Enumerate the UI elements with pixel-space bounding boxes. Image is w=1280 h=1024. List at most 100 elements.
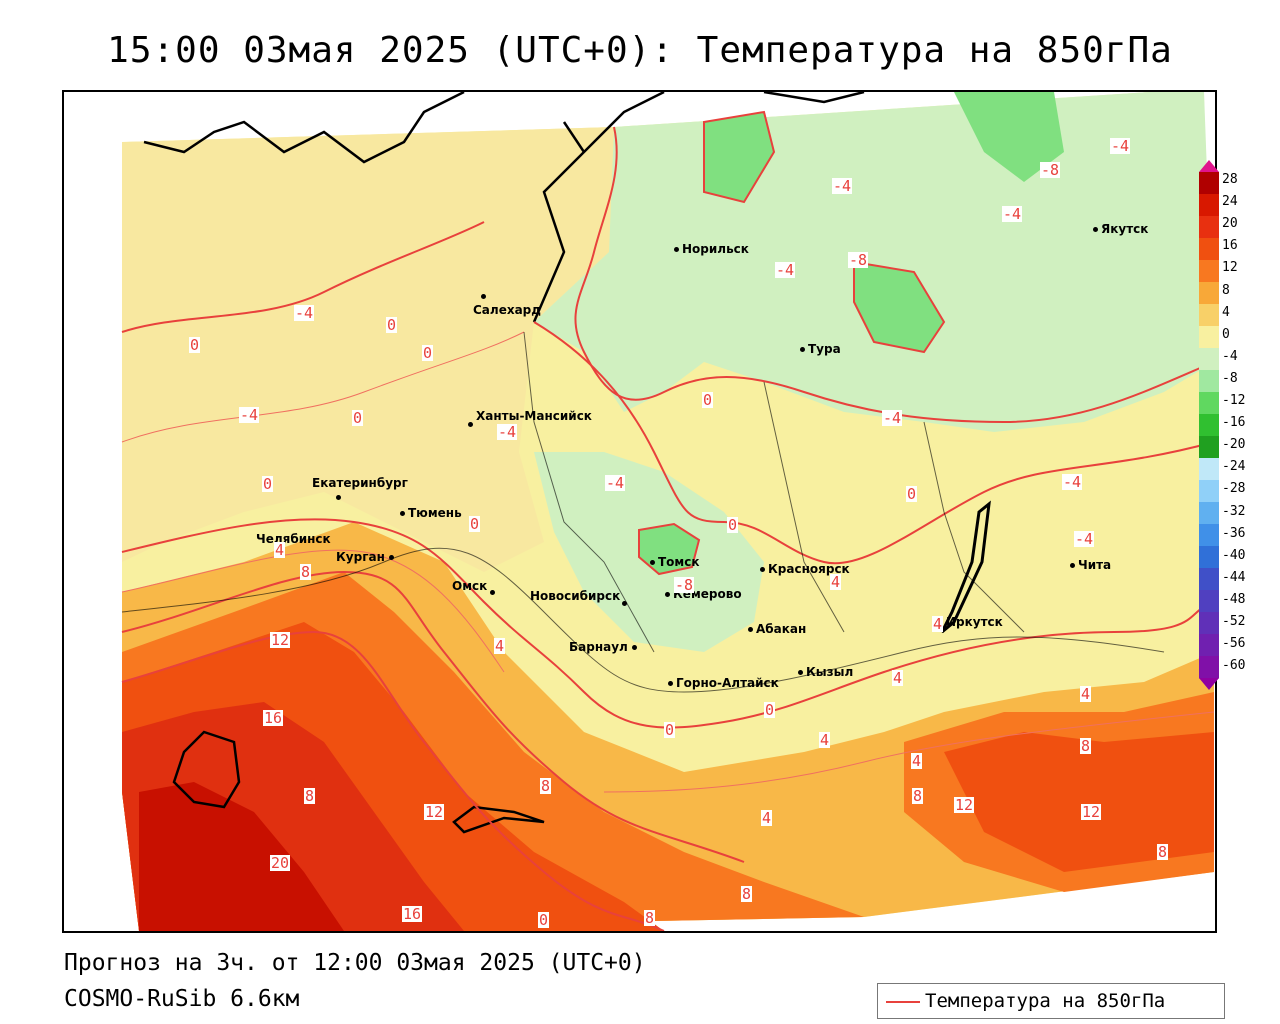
isotherm-label: 0 [189,336,201,354]
coastline-caspian [172,730,241,809]
legend-label: Температура на 850гПа [925,990,1166,1012]
isotherm-label: 0 [352,409,364,427]
isotherm-label: 0 [538,911,550,929]
colorbar-segment [1199,238,1219,261]
city-krasnoyarsk: Красноярск [760,562,850,576]
colorbar-segment [1199,634,1219,657]
isotherm-label: 0 [906,485,918,503]
isotherm-label: 8 [741,885,753,903]
colorbar-segment [1199,546,1219,569]
isotherm-label: -4 [775,261,796,279]
colorbar-segment [1199,656,1219,679]
colorbar-segment [1199,348,1219,371]
chart-title: 15:00 03мая 2025 (UTC+0): Температура на… [107,30,1173,71]
border-3 [763,381,845,633]
colorbar [1199,160,1219,690]
zone-cold-2 [954,92,1064,182]
city-irkutsk: Иркутск [938,615,1003,629]
isotherm-label: -4 [1110,137,1131,155]
map-field [121,92,1215,931]
isotherm-label: -4 [239,406,260,424]
isotherm-plus4 [121,518,1215,729]
city-kyzyl: Кызыл [798,665,853,679]
isotherm-minus4 [574,126,1215,424]
forecast-info: Прогноз на 3ч. от 12:00 03мая 2025 (UTC+… [64,950,646,976]
city-abakan: Абакан [748,622,806,636]
border-1 [121,547,1165,693]
isotherm-0 [121,221,1215,565]
isotherm-label: 4 [1080,685,1092,703]
legend-line-swatch [886,1001,920,1003]
isotherm-label: -4 [1074,530,1095,548]
isotherm-label: 0 [702,391,714,409]
colorbar-segment [1199,612,1219,635]
colorbar-segment [1199,216,1219,239]
model-name: COSMO-RuSib 6.6км [64,986,300,1012]
city-omsk: Омск [452,579,498,599]
city-khanty-mansiysk: Ханты-Мансийск [468,409,592,431]
lake-baikal [940,500,991,634]
temperature-map: Норильск Якутск Салехард Тура Ханты-Манс… [62,90,1217,933]
city-salekhard: Салехард [473,289,541,317]
city-chita: Чита [1070,558,1111,572]
colorbar-segment [1199,502,1219,525]
isotherm-label: 4 [274,541,286,559]
isotherm-plus12 [121,630,665,931]
colorbar-segment [1199,524,1219,547]
isotherm-label: 20 [270,854,291,872]
isotherm-label: -8 [1040,161,1061,179]
isotherm-label: 8 [300,563,312,581]
isotherm-label: 8 [304,787,316,805]
isotherm-label: -4 [605,474,626,492]
colorbar-segment [1199,480,1219,503]
isotherm-label: 8 [540,777,552,795]
colorbar-segment [1199,392,1219,415]
isotherm-label: 0 [422,344,434,362]
colorbar-segment [1199,414,1219,437]
colorbar-segment [1199,282,1219,305]
isotherm-label: 16 [263,709,284,727]
isotherm-label: 8 [644,909,656,927]
isotherm-label: 12 [1081,803,1102,821]
coastline-north [143,92,865,323]
isotherm-label: 4 [911,752,923,770]
isotherm-label: -4 [294,304,315,322]
isotherm-label: 0 [764,701,776,719]
isotherm-label: 16 [402,905,423,923]
city-tyumen: Тюмень [400,506,462,520]
city-tura: Тура [800,342,841,356]
isotherm-label: -4 [882,409,903,427]
isotherm-label: -4 [832,177,853,195]
colorbar-segment [1199,458,1219,481]
colorbar-bottom-arrow [1199,678,1219,690]
isotherm-label: -8 [674,576,695,594]
isotherm-label: 4 [761,809,773,827]
isotherm-label: 12 [424,803,445,821]
zone-plus20 [139,782,344,931]
city-novosibirsk: Новосибирск [530,589,627,606]
isotherm-label: 12 [270,631,291,649]
city-barnaul: Барнаул [569,640,640,654]
border-2 [523,331,655,653]
colorbar-segment [1199,172,1219,195]
isotherm-label: 0 [386,316,398,334]
isotherm-label: 8 [1080,737,1092,755]
colorbar-top-arrow [1199,160,1219,172]
isotherm-plus8 [121,570,745,863]
city-chelyabinsk: Челябинск [256,532,331,546]
city-tomsk: Томск [650,555,700,569]
isotherm-minus8 [638,110,946,576]
colorbar-segment [1199,260,1219,283]
isotherm-label: 4 [830,573,842,591]
colorbar-segment [1199,326,1219,349]
isotherm-label: 12 [954,796,975,814]
colorbar-segment [1199,304,1219,327]
isotherm-minor-3 [603,711,1215,793]
colorbar-segment [1199,568,1219,591]
isotherm-label: -4 [497,423,518,441]
isotherm-label: 4 [932,615,944,633]
zone-plus12-east [944,732,1214,872]
city-yakutsk: Якутск [1093,222,1148,236]
colorbar-segment [1199,194,1219,217]
colorbar-segment [1199,436,1219,459]
